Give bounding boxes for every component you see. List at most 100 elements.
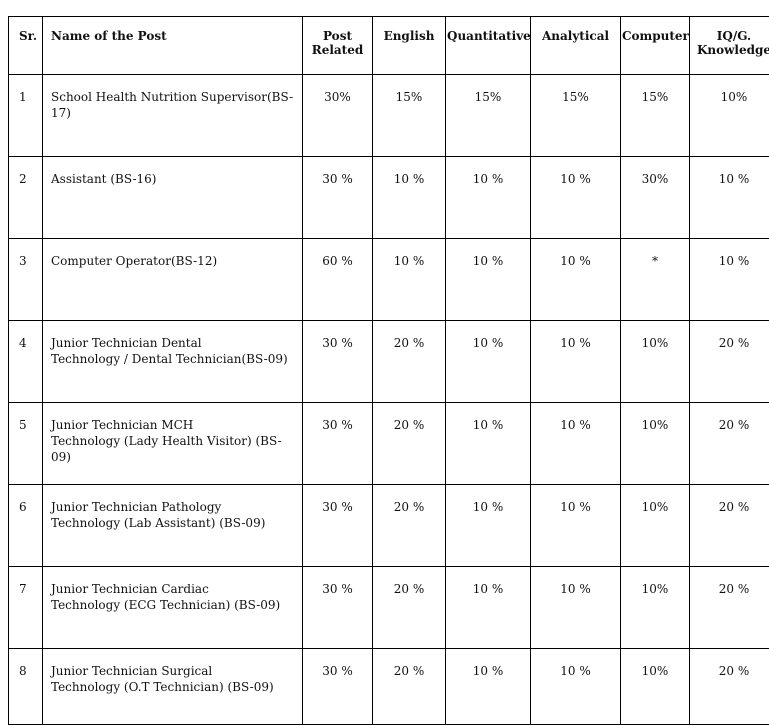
post-name-line: Technology / Dental Technician(BS-09) <box>51 352 288 366</box>
header-iq-knowledge: IQ/G.Knowledge <box>690 17 769 75</box>
cell-post-related: 60 % <box>303 239 373 321</box>
cell-computer: 10% <box>621 403 690 485</box>
post-name-line: Junior Technician Pathology <box>51 500 221 514</box>
header-name-of-post: Name of the Post <box>43 17 303 75</box>
cell-analytical: 10 % <box>531 239 621 321</box>
cell-post-name: Junior Technician Cardiac Technology (ECG… <box>43 567 303 649</box>
post-name-line: Junior Technician MCH <box>51 418 193 432</box>
cell-computer: * <box>621 239 690 321</box>
cell-iq-knowledge: 20 % <box>690 403 769 485</box>
header-computer: Computer <box>621 17 690 75</box>
cell-iq-knowledge: 10 % <box>690 239 769 321</box>
header-post-related-line-1: Post <box>323 29 352 43</box>
cell-sr: 7 <box>9 567 43 649</box>
post-name-line: Assistant (BS-16) <box>51 172 157 186</box>
cell-analytical: 10 % <box>531 157 621 239</box>
cell-iq-knowledge: 20 % <box>690 485 769 567</box>
cell-english: 20 % <box>373 485 446 567</box>
table-body: 1 School Health Nutrition Supervisor(BS-1… <box>9 75 769 725</box>
header-quantitative: Quantitative <box>446 17 531 75</box>
cell-post-related: 30 % <box>303 403 373 485</box>
cell-post-name: Junior Technician Pathology Technology (L… <box>43 485 303 567</box>
table-row: 5 Junior Technician MCH Technology (Lady H… <box>9 403 769 485</box>
header-iq-line-1: IQ/G. <box>717 29 751 43</box>
table-row: 7 Junior Technician Cardiac Technology (EC… <box>9 567 769 649</box>
post-name-line: Technology (ECG Technician) (BS-09) <box>51 598 280 612</box>
cell-quantitative: 10 % <box>446 157 531 239</box>
post-name-line: Junior Technician Cardiac <box>51 582 209 596</box>
cell-post-name: Junior Technician Surgical Technology (O.… <box>43 649 303 725</box>
cell-analytical: 10 % <box>531 649 621 725</box>
cell-quantitative: 15% <box>446 75 531 157</box>
header-english: English <box>373 17 446 75</box>
cell-sr: 8 <box>9 649 43 725</box>
cell-sr: 3 <box>9 239 43 321</box>
cell-quantitative: 10 % <box>446 403 531 485</box>
cell-post-related: 30 % <box>303 157 373 239</box>
cell-post-name: Junior Technician MCH Technology (Lady He… <box>43 403 303 485</box>
cell-analytical: 15% <box>531 75 621 157</box>
cell-post-name: Computer Operator(BS-12) <box>43 239 303 321</box>
cell-post-related: 30 % <box>303 321 373 403</box>
cell-english: 20 % <box>373 321 446 403</box>
post-name-line: Computer Operator(BS-12) <box>51 254 217 268</box>
table-row: 6 Junior Technician Pathology Technology (… <box>9 485 769 567</box>
table-row: 8 Junior Technician Surgical Technology (O… <box>9 649 769 725</box>
cell-post-name: School Health Nutrition Supervisor(BS-17… <box>43 75 303 157</box>
cell-sr: 1 <box>9 75 43 157</box>
post-name-line: Technology (Lady Health Visitor) (BS-09) <box>51 434 282 464</box>
cell-post-name: Assistant (BS-16) <box>43 157 303 239</box>
cell-quantitative: 10 % <box>446 485 531 567</box>
cell-computer: 30% <box>621 157 690 239</box>
cell-analytical: 10 % <box>531 403 621 485</box>
cell-post-related: 30 % <box>303 649 373 725</box>
cell-english: 20 % <box>373 649 446 725</box>
cell-quantitative: 10 % <box>446 567 531 649</box>
cell-post-name: Junior Technician Dental Technology / Den… <box>43 321 303 403</box>
cell-analytical: 10 % <box>531 567 621 649</box>
cell-analytical: 10 % <box>531 321 621 403</box>
post-name-line: Junior Technician Dental <box>51 336 202 350</box>
cell-quantitative: 10 % <box>446 321 531 403</box>
cell-computer: 10% <box>621 321 690 403</box>
cell-post-related: 30 % <box>303 567 373 649</box>
table-row: 1 School Health Nutrition Supervisor(BS-1… <box>9 75 769 157</box>
cell-quantitative: 10 % <box>446 239 531 321</box>
cell-english: 20 % <box>373 403 446 485</box>
cell-computer: 10% <box>621 567 690 649</box>
cell-english: 10 % <box>373 239 446 321</box>
cell-iq-knowledge: 20 % <box>690 567 769 649</box>
cell-iq-knowledge: 10% <box>690 75 769 157</box>
cell-english: 20 % <box>373 567 446 649</box>
cell-computer: 10% <box>621 649 690 725</box>
cell-sr: 4 <box>9 321 43 403</box>
cell-iq-knowledge: 20 % <box>690 321 769 403</box>
header-post-related-line-2: Related <box>312 43 364 57</box>
cell-sr: 5 <box>9 403 43 485</box>
cell-english: 15% <box>373 75 446 157</box>
header-sr: Sr. <box>9 17 43 75</box>
cell-post-related: 30% <box>303 75 373 157</box>
cell-computer: 15% <box>621 75 690 157</box>
cell-computer: 10% <box>621 485 690 567</box>
post-name-line: School Health Nutrition Supervisor(BS-17… <box>51 90 293 120</box>
post-name-line: Junior Technician Surgical <box>51 664 212 678</box>
cell-post-related: 30 % <box>303 485 373 567</box>
cell-iq-knowledge: 20 % <box>690 649 769 725</box>
header-analytical: Analytical <box>531 17 621 75</box>
post-name-line: Technology (Lab Assistant) (BS-09) <box>51 516 265 530</box>
cell-sr: 2 <box>9 157 43 239</box>
table-row: 4 Junior Technician Dental Technology / De… <box>9 321 769 403</box>
cell-english: 10 % <box>373 157 446 239</box>
header-iq-line-2: Knowledge <box>697 43 769 57</box>
post-name-line: Technology (O.T Technician) (BS-09) <box>51 680 274 694</box>
cell-quantitative: 10 % <box>446 649 531 725</box>
cell-iq-knowledge: 10 % <box>690 157 769 239</box>
cell-analytical: 10 % <box>531 485 621 567</box>
cell-sr: 6 <box>9 485 43 567</box>
